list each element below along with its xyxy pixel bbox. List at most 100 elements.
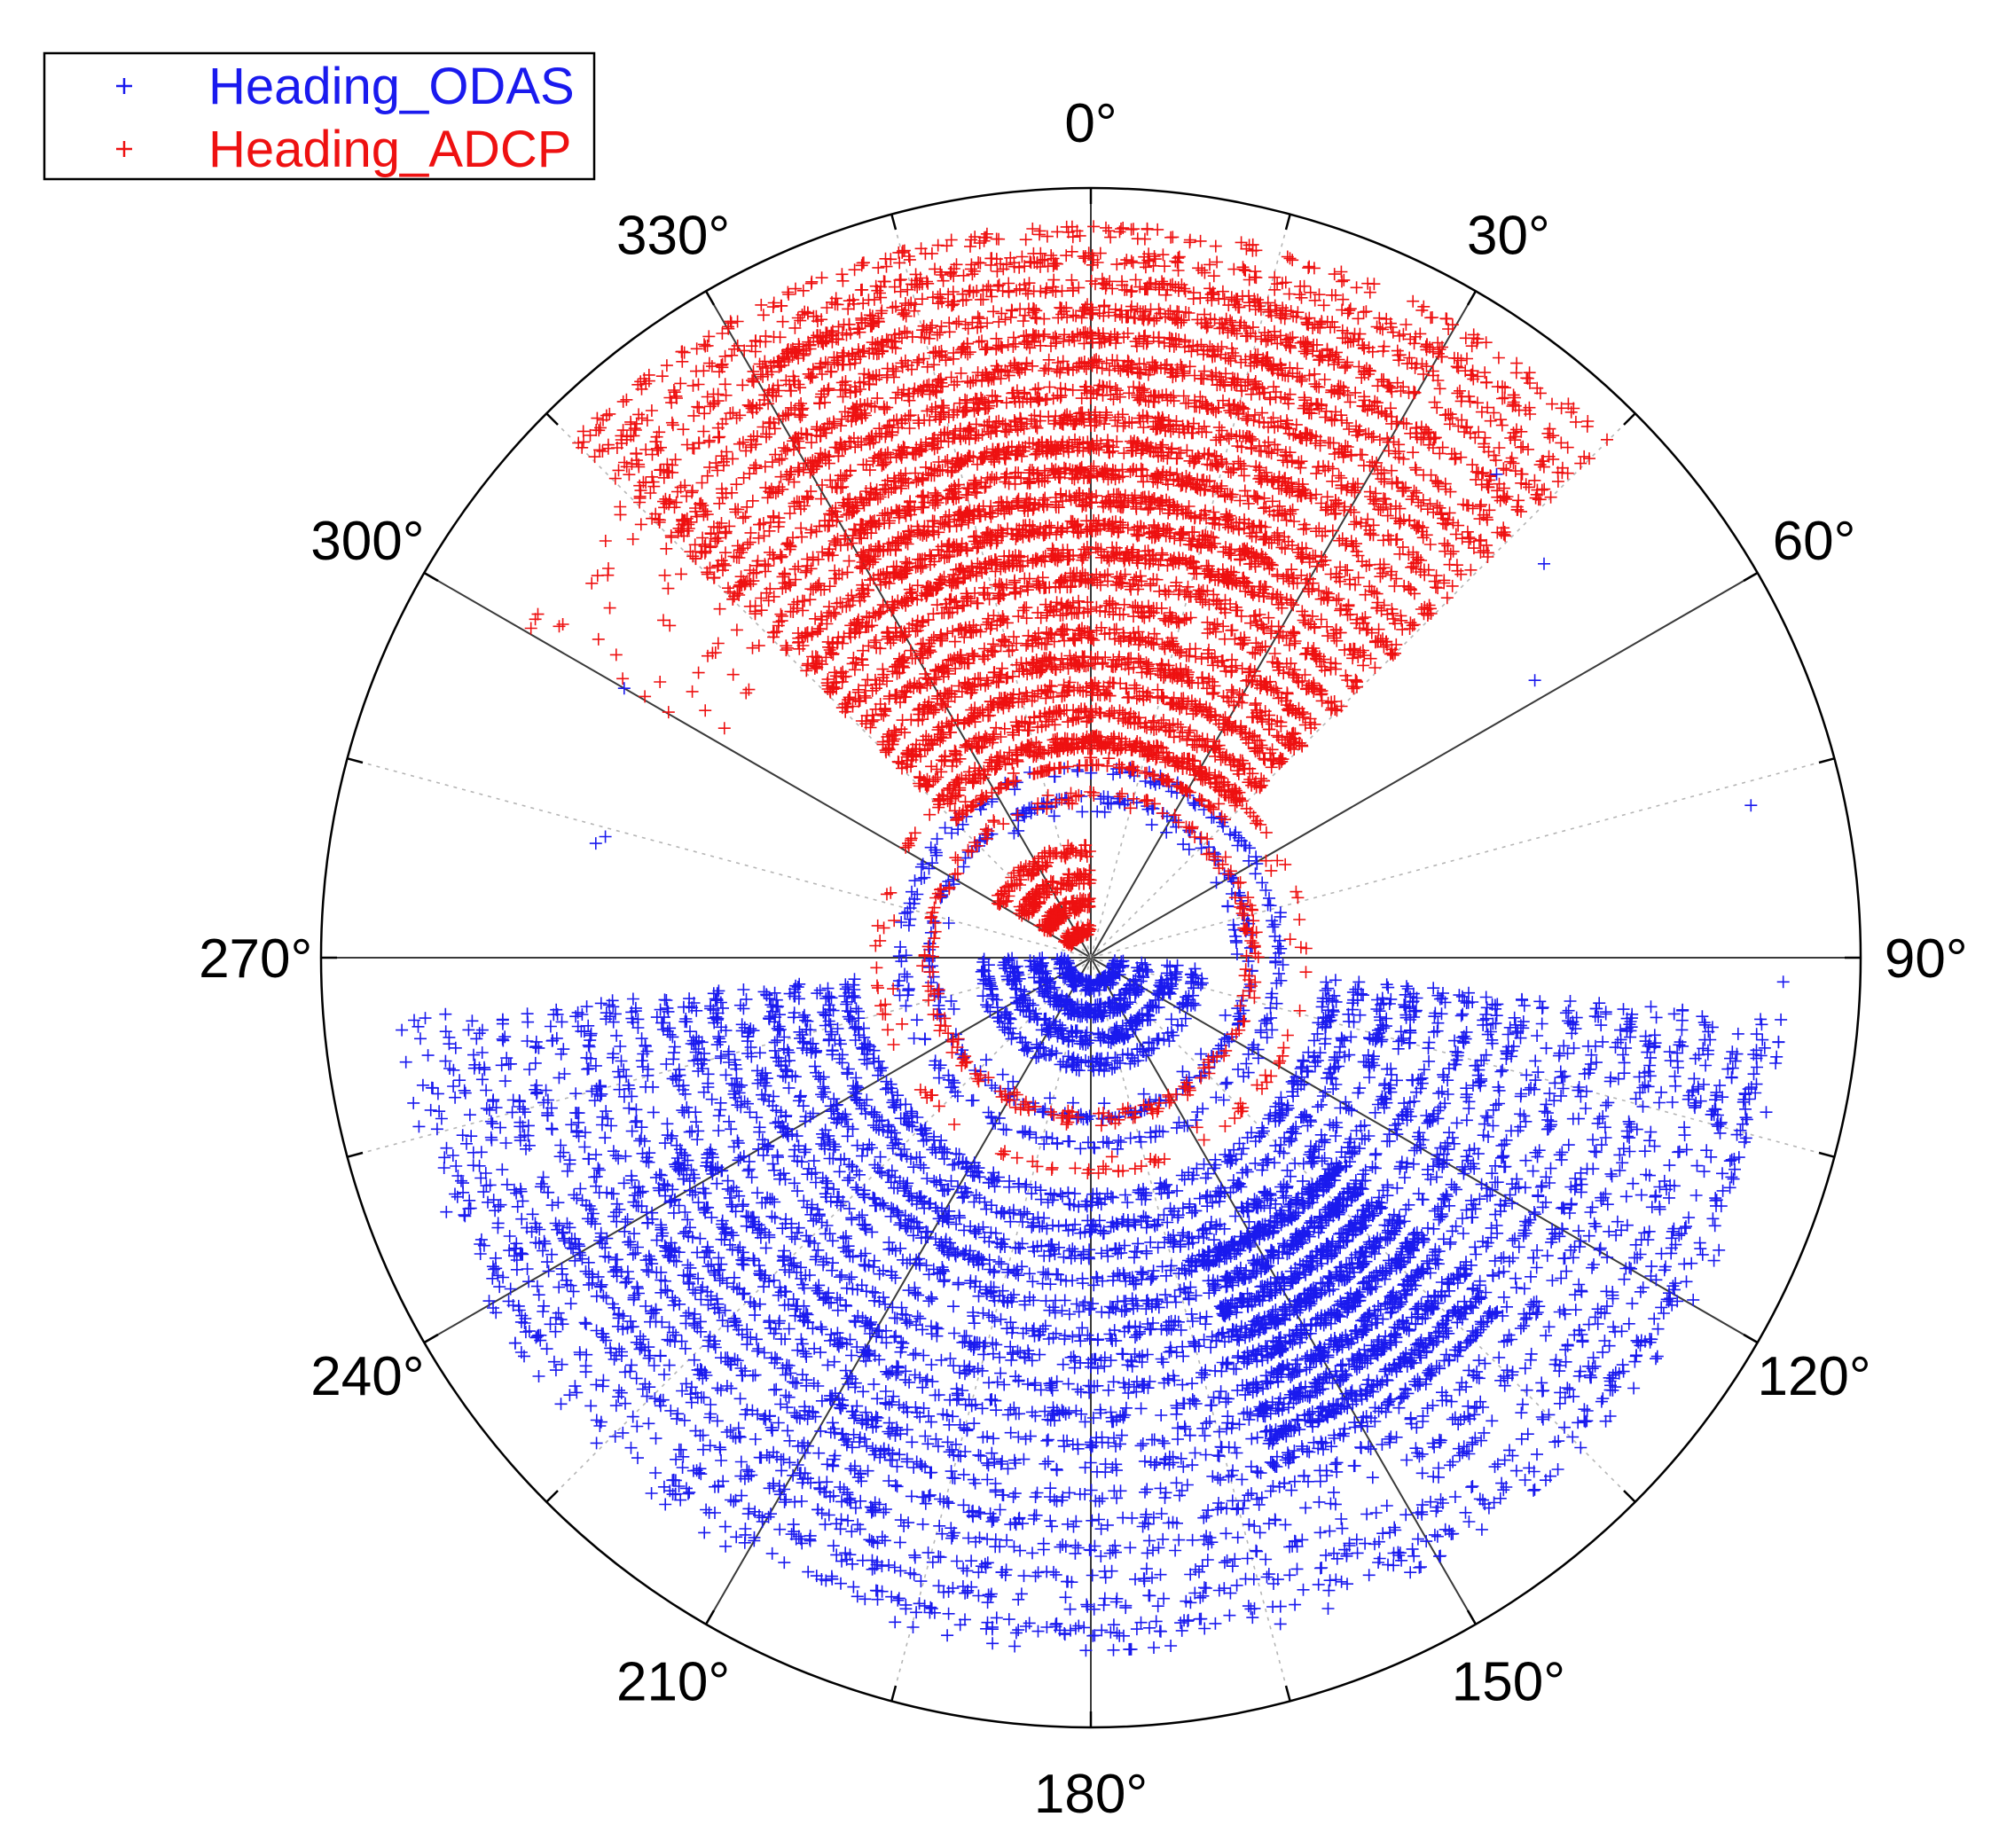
point-heading-odas: [1062, 1030, 1075, 1044]
point-heading-odas: [1093, 1063, 1106, 1077]
spoke-135: [1090, 957, 1636, 1503]
point-heading-odas: [985, 1079, 999, 1092]
point-heading-odas: [1142, 1044, 1156, 1057]
point-heading-odas: [1089, 998, 1102, 1012]
spoke-30: [1090, 290, 1477, 959]
point-heading-odas: [1096, 1028, 1109, 1041]
point-heading-odas: [1141, 1001, 1154, 1014]
point-heading-odas: [1154, 980, 1167, 993]
point-heading-odas: [996, 1068, 1009, 1081]
spoke-315: [545, 412, 1092, 959]
point-heading-odas: [1018, 1044, 1031, 1057]
point-heading-odas: [1121, 1028, 1134, 1041]
point-heading-odas: [1161, 959, 1173, 972]
point-heading-odas: [1242, 954, 1255, 967]
point-heading-odas: [1007, 826, 1021, 840]
point-heading-odas: [1131, 1015, 1144, 1029]
point-heading-odas: [1069, 1024, 1082, 1038]
point-heading-odas: [1195, 842, 1208, 855]
point-heading-odas: [1175, 1019, 1188, 1032]
point-heading-odas: [1101, 797, 1115, 810]
point-heading-odas: [998, 1023, 1011, 1037]
point-heading-odas: [1044, 983, 1057, 996]
point-heading-odas: [1109, 967, 1122, 981]
point-heading-odas: [1118, 798, 1132, 811]
point-heading-odas: [1019, 1036, 1032, 1049]
point-heading-odas: [1110, 1021, 1124, 1034]
point-heading-odas: [1177, 838, 1190, 851]
point-heading-odas: [1051, 952, 1064, 966]
point-heading-odas: [1078, 1033, 1092, 1046]
point-heading-odas: [1187, 982, 1200, 995]
point-heading-odas: [982, 970, 995, 983]
point-heading-odas: [1070, 1025, 1084, 1038]
point-heading-odas: [945, 994, 958, 1007]
point-heading-odas: [1005, 1032, 1018, 1045]
point-heading-odas: [1064, 973, 1078, 986]
point-heading-odas: [1133, 964, 1147, 977]
point-heading-odas: [1148, 993, 1162, 1006]
point-heading-odas: [1027, 959, 1040, 973]
point-heading-odas: [1094, 1058, 1108, 1071]
point-heading-odas: [1166, 1029, 1180, 1042]
spoke-165: [1090, 957, 1291, 1702]
point-heading-odas: [1054, 1019, 1067, 1032]
data-points: [396, 220, 1790, 1657]
point-heading-odas: [1031, 1013, 1044, 1026]
point-heading-odas: [1125, 1049, 1139, 1061]
point-heading-odas: [1007, 961, 1021, 975]
spoke-330: [705, 290, 1092, 959]
point-heading-odas: [1094, 793, 1108, 805]
point-heading-odas: [1087, 1064, 1101, 1077]
point-heading-odas: [1164, 1013, 1178, 1026]
point-heading-odas: [1084, 1006, 1097, 1020]
point-heading-odas: [1076, 805, 1089, 818]
point-heading-odas: [1047, 810, 1061, 823]
point-heading-odas: [1097, 790, 1110, 803]
point-heading-odas: [1182, 989, 1195, 1002]
point-heading-odas: [1052, 1000, 1065, 1014]
point-heading-odas: [982, 959, 995, 972]
spoke-105: [1090, 957, 1835, 1158]
point-heading-odas: [1140, 963, 1152, 976]
point-heading-odas: [1082, 1055, 1095, 1069]
point-heading-odas: [1165, 978, 1179, 991]
point-heading-odas: [1095, 971, 1109, 984]
point-heading-odas: [1033, 975, 1047, 989]
point-heading-odas: [1156, 979, 1169, 992]
point-heading-odas: [1133, 969, 1146, 983]
point-heading-odas: [1182, 842, 1195, 856]
spoke-255: [347, 957, 1092, 1158]
point-heading-odas: [976, 990, 990, 1003]
spoke-45: [1090, 412, 1636, 959]
point-heading-odas: [1221, 899, 1235, 912]
point-heading-odas: [1231, 1002, 1244, 1015]
point-heading-odas: [1161, 1026, 1174, 1039]
point-heading-odas: [1180, 991, 1193, 1004]
point-heading-odas: [1230, 948, 1243, 960]
point-heading-odas: [1007, 1027, 1020, 1040]
spoke-225: [545, 957, 1092, 1503]
point-heading-odas: [1023, 1010, 1036, 1023]
point-heading-odas: [1124, 1017, 1136, 1030]
point-heading-odas: [1015, 993, 1029, 1006]
point-heading-odas: [1132, 1054, 1145, 1067]
spoke-75: [1090, 757, 1835, 959]
point-heading-odas: [1124, 978, 1137, 991]
point-heading-odas: [1064, 1004, 1078, 1017]
point-heading-odas: [1041, 979, 1054, 992]
point-heading-odas: [1141, 1014, 1155, 1027]
point-heading-odas: [1094, 1053, 1107, 1066]
point-heading-odas: [1055, 1027, 1068, 1040]
point-heading-odas: [1029, 1007, 1042, 1021]
point-heading-odas: [1030, 1052, 1043, 1064]
point-heading-odas: [1179, 1012, 1192, 1025]
point-heading-odas: [980, 1053, 992, 1067]
point-heading-odas: [1096, 1009, 1109, 1022]
point-heading-odas: [1042, 1028, 1055, 1041]
point-heading-odas: [1117, 959, 1130, 972]
point-heading-odas: [1180, 997, 1194, 1010]
point-heading-odas: [1084, 975, 1097, 989]
point-heading-odas: [1020, 1005, 1033, 1018]
